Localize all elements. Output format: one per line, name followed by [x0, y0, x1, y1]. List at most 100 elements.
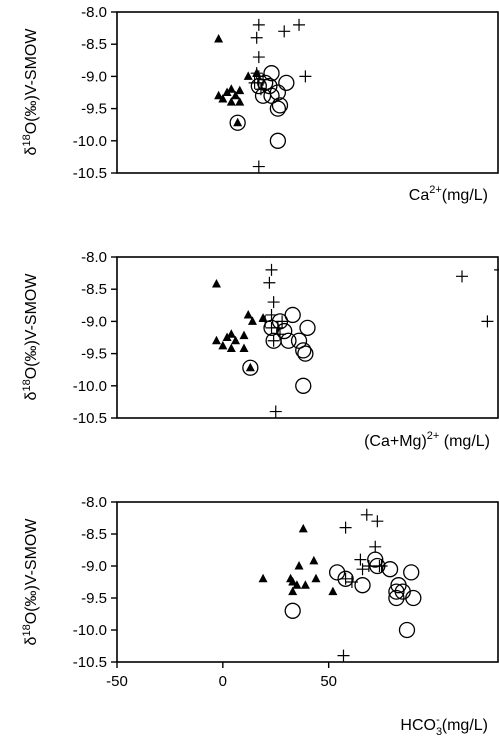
data-point-plus [269, 405, 282, 418]
data-point-circle [276, 322, 293, 340]
x-axis-title-hco3: HCO3- (mg/L) [400, 714, 488, 738]
data-point-plus [360, 508, 373, 521]
data-point-triangle [245, 362, 255, 372]
data-point-triangle [226, 97, 236, 106]
y-ticks-camg: -8.0 -8.5 -9.0 -9.5 -10.0 -10.5 [73, 249, 117, 427]
data-point-plus [252, 51, 265, 64]
data-point-circle [269, 132, 287, 149]
data-point-plus [276, 315, 289, 328]
data-point-plus [267, 296, 280, 309]
data-point-circle [284, 602, 301, 619]
data-point-triangle [226, 329, 236, 338]
data-point-circle [254, 87, 272, 104]
data-point-plus [356, 563, 369, 576]
panel-camg: -8.0 -8.5 -9.0 -9.5 -10.0 -10.5 δ18O(‰)V-SMOW… [21, 249, 499, 450]
data-point-triangle [211, 279, 221, 288]
x-tick-label: 0 [219, 673, 227, 690]
data-point-triangle [214, 34, 224, 43]
data-point-plus [250, 31, 263, 44]
data-point-plus [293, 18, 306, 31]
y-tick-label: -8.0 [81, 249, 107, 266]
y-axis-title-camg: δ18O(‰)V-SMOW [21, 273, 40, 401]
data-point-triangle [292, 580, 302, 589]
data-point-triangle [235, 85, 245, 95]
y-tick-label: -9.5 [81, 101, 107, 118]
data-point-triangle [258, 573, 268, 583]
y-tick-label: -8.5 [81, 281, 107, 298]
data-point-circle [297, 345, 314, 362]
data-point-circle [388, 583, 405, 600]
plot-frame-ca [116, 11, 499, 174]
data-point-circle [388, 589, 405, 607]
data-point-circle [354, 577, 371, 594]
x-tick-label: -50 [106, 673, 128, 690]
data-point-triangle [288, 586, 298, 596]
data-point-plus [362, 560, 375, 572]
data-point-circle [295, 377, 312, 394]
data-point-triangle [309, 555, 319, 565]
data-point-circle [265, 332, 282, 349]
y-tick-label: -8.5 [81, 36, 107, 53]
data-point-triangle [294, 561, 304, 570]
y-ticks-ca: -8.0 -8.5 -9.0 -9.5 -10.0 -10.5 [73, 4, 117, 182]
y-tick-label: -9.5 [81, 346, 107, 363]
data-point-circle [269, 100, 287, 117]
y-ticks-hco3: -8.0 -8.5 -9.0 -9.5 -10.0 -10.5 [73, 494, 117, 671]
data-point-plus [267, 334, 280, 347]
data-point-plus [252, 76, 265, 89]
data-point-triangle [243, 71, 253, 80]
y-tick-label: -9.0 [81, 68, 107, 85]
data-point-circle [405, 589, 422, 607]
data-point-plus [265, 263, 278, 276]
data-point-circle [290, 332, 308, 349]
y-tick-label: -8.5 [81, 526, 107, 543]
data-point-plus [494, 269, 499, 271]
y-axis-title-hco3: δ18O(‰)V-SMOW [21, 518, 40, 646]
marks-hco3 [258, 508, 422, 662]
y-tick-label: -8.0 [81, 4, 107, 21]
plot-frame-camg [116, 256, 499, 419]
data-point-circle [229, 114, 246, 131]
data-point-circle [284, 306, 301, 324]
data-point-plus [254, 83, 267, 96]
plot-frame-hco3 [116, 501, 499, 663]
y-tick-label: -10.5 [73, 654, 107, 671]
y-tick-label: -10.0 [73, 622, 107, 639]
data-point-plus [265, 308, 278, 321]
data-point-plus [371, 515, 384, 528]
data-point-triangle [222, 332, 232, 341]
data-point-circle [263, 87, 280, 104]
data-point-circle [299, 319, 316, 336]
panel-hco3: -8.0 -8.5 -9.0 -9.5 -10.0 -10.5 -50 0 50 δ18O(‰… [21, 494, 499, 738]
data-point-circle [271, 97, 289, 114]
data-point-triangle [226, 343, 236, 352]
data-point-triangle [311, 573, 321, 583]
data-point-circle [328, 564, 346, 581]
y-tick-label: -9.0 [81, 313, 107, 330]
data-point-triangle [328, 586, 338, 596]
y-tick-label: -10.5 [73, 410, 107, 427]
data-point-plus [265, 321, 278, 334]
data-point-triangle [218, 340, 228, 350]
data-point-plus [263, 276, 276, 289]
data-point-circle [337, 570, 354, 587]
data-point-triangle [211, 335, 221, 345]
data-point-triangle [239, 343, 249, 352]
data-point-plus [259, 315, 272, 328]
data-point-triangle [233, 117, 243, 127]
data-point-circle [263, 65, 280, 82]
data-point-plus [375, 560, 388, 572]
data-point-plus [481, 315, 494, 328]
data-point-triangle [222, 87, 232, 96]
data-point-triangle [298, 523, 308, 533]
data-point-triangle [218, 93, 228, 103]
x-axis-title-camg: (Ca+Mg)2+ (mg/L) [364, 430, 490, 450]
data-point-plus [339, 572, 352, 585]
data-point-circle [278, 74, 295, 91]
x-ticks-hco3: -50 0 50 [106, 662, 337, 690]
data-point-plus [456, 270, 469, 283]
y-tick-label: -8.0 [81, 494, 107, 511]
y-tick-label: -9.0 [81, 558, 107, 575]
data-point-plus [339, 521, 352, 534]
